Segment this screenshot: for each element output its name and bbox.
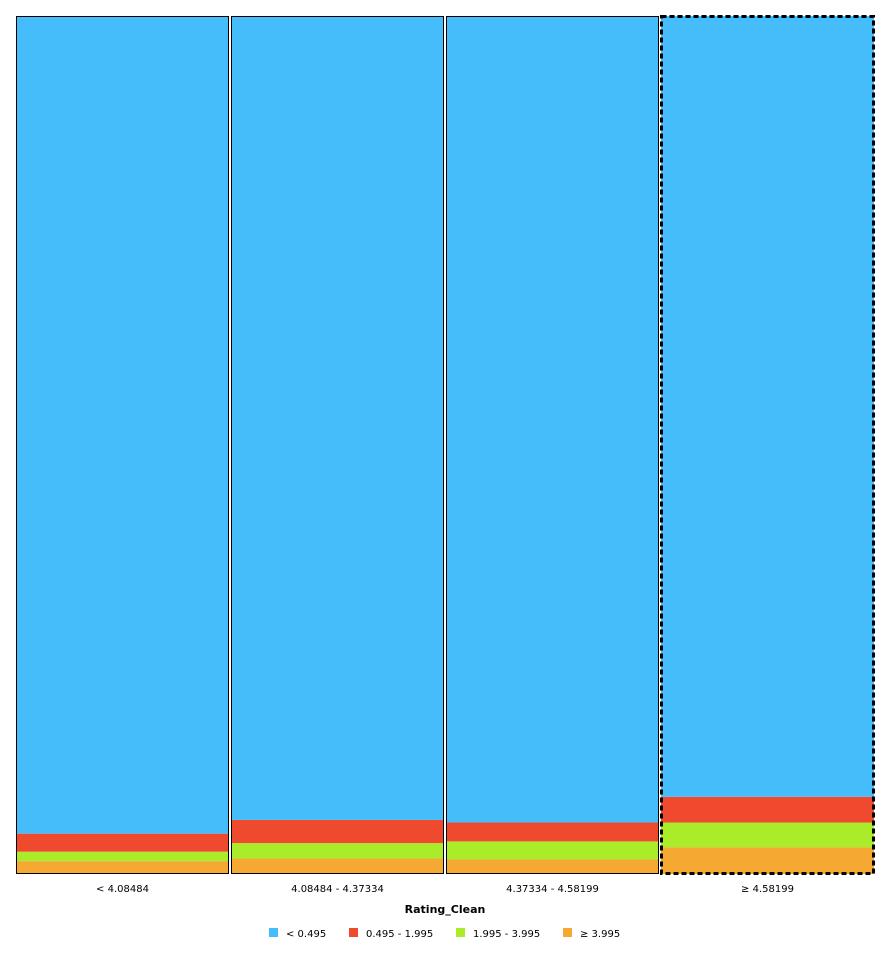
bar-outline [231, 16, 444, 874]
bar-segment-1-4[interactable] [16, 861, 229, 874]
bar-outline-selected [660, 15, 875, 875]
legend-label: < 0.495 [286, 929, 326, 940]
legend-swatch [456, 928, 465, 937]
x-tick-label: < 4.08484 [96, 884, 149, 895]
bar-segment-4-4[interactable] [661, 847, 874, 874]
bar-segment-1-1[interactable] [16, 16, 229, 834]
x-tick-labels: < 4.08484 4.08484 - 4.37334 4.37334 - 4.58… [96, 884, 794, 895]
legend: < 0.495 0.495 - 1.995 1.995 - 3.995 ≥ 3.995 [269, 928, 620, 940]
bar-segment-3-4[interactable] [446, 859, 659, 874]
bar-segment-3-2[interactable] [446, 822, 659, 842]
x-tick-label: 4.37334 - 4.58199 [506, 884, 599, 895]
legend-swatch [563, 928, 572, 937]
bar-outline [446, 16, 659, 874]
legend-label: 0.495 - 1.995 [366, 929, 433, 940]
legend-label: 1.995 - 3.995 [473, 929, 540, 940]
legend-swatch [269, 928, 278, 937]
bar-segment-4-3[interactable] [661, 822, 874, 848]
bar-segment-3-1[interactable] [446, 16, 659, 823]
x-tick-label: 4.08484 - 4.37334 [291, 884, 384, 895]
x-axis-label: Rating_Clean [405, 903, 486, 916]
bar-segment-2-1[interactable] [231, 16, 444, 820]
bar-segment-4-2[interactable] [661, 796, 874, 823]
legend-label: ≥ 3.995 [580, 929, 620, 940]
bar-segment-3-3[interactable] [446, 841, 659, 860]
bar-segment-4-1[interactable] [661, 16, 874, 797]
bar-segment-2-2[interactable] [231, 819, 444, 844]
bar-segment-1-3[interactable] [16, 851, 229, 862]
bar-segment-2-3[interactable] [231, 843, 444, 859]
bars-layer [16, 15, 875, 875]
legend-swatch [349, 928, 358, 937]
x-tick-label: ≥ 4.58199 [741, 884, 794, 895]
bar-segment-1-2[interactable] [16, 833, 229, 852]
bar-outline [16, 16, 229, 874]
bar-segment-2-4[interactable] [231, 858, 444, 874]
